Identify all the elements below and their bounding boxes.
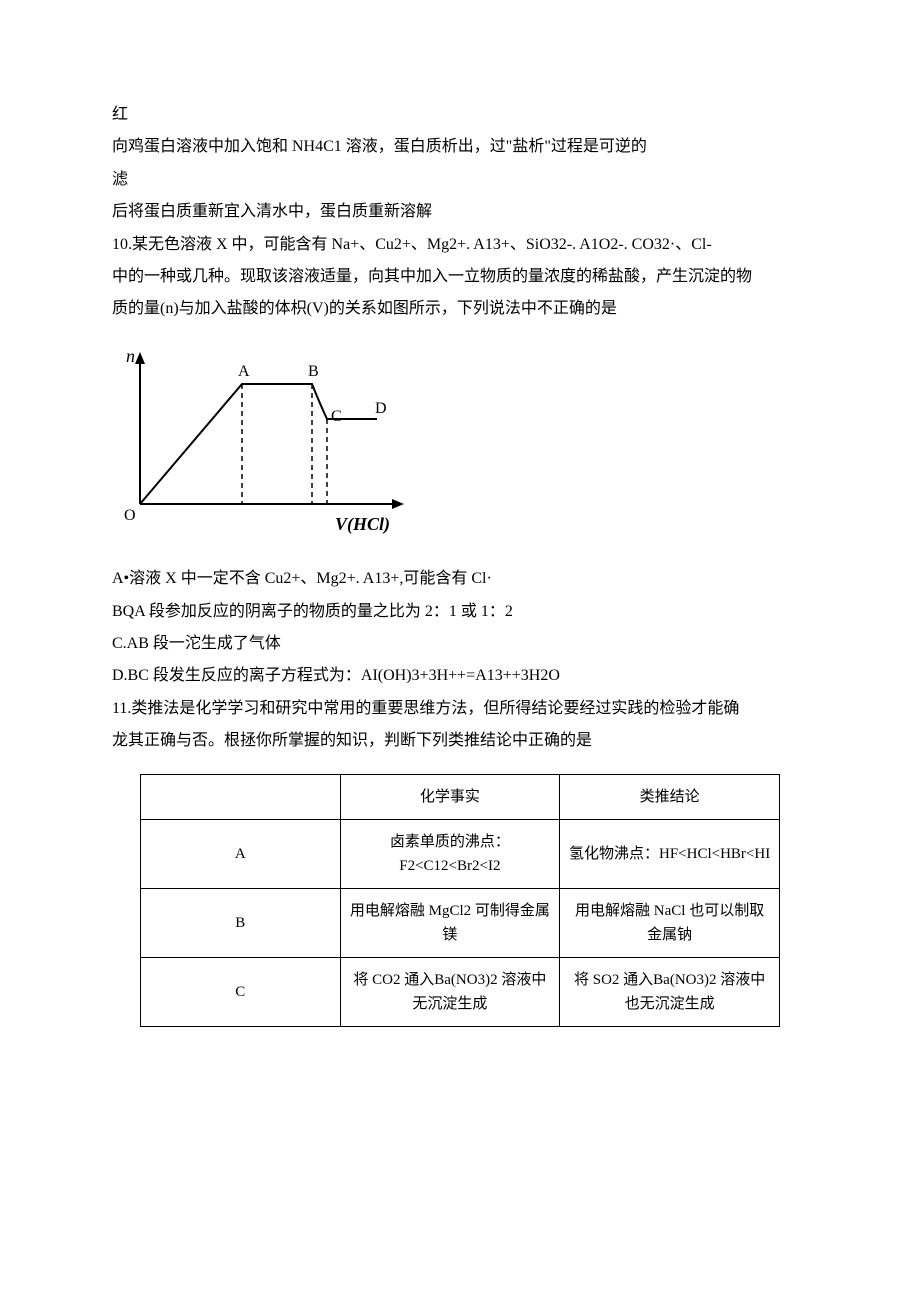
- text-line: 龙其正确与否。根拯你所掌握的知识，判断下列类推结论中正确的是: [80, 726, 840, 756]
- conclusion-c: 将 SO2 通入Ba(NO3)2 溶液中也无沉淀生成: [560, 958, 780, 1027]
- table-row: B 用电解熔融 MgCl2 可制得金属镁 用电解熔融 NaCl 也可以制取金属钠: [141, 889, 780, 958]
- svg-text:n: n: [126, 346, 135, 366]
- text-line: 11.类推法是化学学习和研究中常用的重要思维方法，但所得结论要经过实践的检验才能…: [80, 694, 840, 724]
- table-header-empty: [141, 775, 341, 820]
- chart-container: n A B C D O V(HCl): [112, 339, 840, 550]
- text-line: 质的量(n)与加入盐酸的体枳(V)的关系如图所示，下列说法中不正确的是: [80, 294, 840, 324]
- option-a: A•溶液 X 中一定不含 Cu2+、Mg2+. A13+,可能含有 Cl·: [80, 564, 840, 594]
- svg-text:D: D: [375, 400, 387, 417]
- text-line: 后将蛋白质重新宜入清水中，蛋白质重新溶解: [80, 197, 840, 227]
- option-c: C.AB 段一沱生成了气体: [80, 629, 840, 659]
- text-line: 中的一种或几种。现取该溶液适量，向其中加入一立物质的量浓度的稀盐酸，产生沉淀的物: [80, 262, 840, 292]
- svg-text:B: B: [308, 363, 319, 380]
- svg-text:A: A: [238, 363, 250, 380]
- text-line: 10.某无色溶液 X 中，可能含有 Na+、Cu2+、Mg2+. A13+、Si…: [80, 230, 840, 260]
- option-d: D.BC 段发生反应的离子方程式为：AI(OH)3+3H++=A13++3H2O: [80, 661, 840, 691]
- text-line: 向鸡蛋白溶液中加入饱和 NH4C1 溶液，蛋白质析出，过"盐析"过程是可逆的: [80, 132, 840, 162]
- analogy-table: 化学事实 类推结论 A 卤素单质的沸点：F2<C12<Br2<I2 氢化物沸点：…: [140, 774, 780, 1027]
- analogy-table-wrap: 化学事实 类推结论 A 卤素单质的沸点：F2<C12<Br2<I2 氢化物沸点：…: [80, 774, 840, 1027]
- svg-text:V(HCl): V(HCl): [335, 514, 390, 535]
- text-line: 红: [80, 100, 840, 130]
- conclusion-a: 氢化物沸点：HF<HCl<HBr<HI: [560, 820, 780, 889]
- fact-a: 卤素单质的沸点：F2<C12<Br2<I2: [340, 820, 560, 889]
- fact-c: 将 CO2 通入Ba(NO3)2 溶液中无沉淀生成: [340, 958, 560, 1027]
- table-row: A 卤素单质的沸点：F2<C12<Br2<I2 氢化物沸点：HF<HCl<HBr…: [141, 820, 780, 889]
- table-row: C 将 CO2 通入Ba(NO3)2 溶液中无沉淀生成 将 SO2 通入Ba(N…: [141, 958, 780, 1027]
- row-label-c: C: [141, 958, 341, 1027]
- line-chart: n A B C D O V(HCl): [112, 339, 412, 539]
- svg-text:O: O: [124, 507, 136, 524]
- table-header-conclusion: 类推结论: [560, 775, 780, 820]
- fact-b: 用电解熔融 MgCl2 可制得金属镁: [340, 889, 560, 958]
- row-label-a: A: [141, 820, 341, 889]
- conclusion-b: 用电解熔融 NaCl 也可以制取金属钠: [560, 889, 780, 958]
- text-line: 滤: [80, 165, 840, 195]
- option-b: BQA 段参加反应的阴离子的物质的量之比为 2：1 或 1：2: [80, 597, 840, 627]
- table-header-fact: 化学事实: [340, 775, 560, 820]
- row-label-b: B: [141, 889, 341, 958]
- svg-text:C: C: [331, 408, 342, 425]
- table-row: 化学事实 类推结论: [141, 775, 780, 820]
